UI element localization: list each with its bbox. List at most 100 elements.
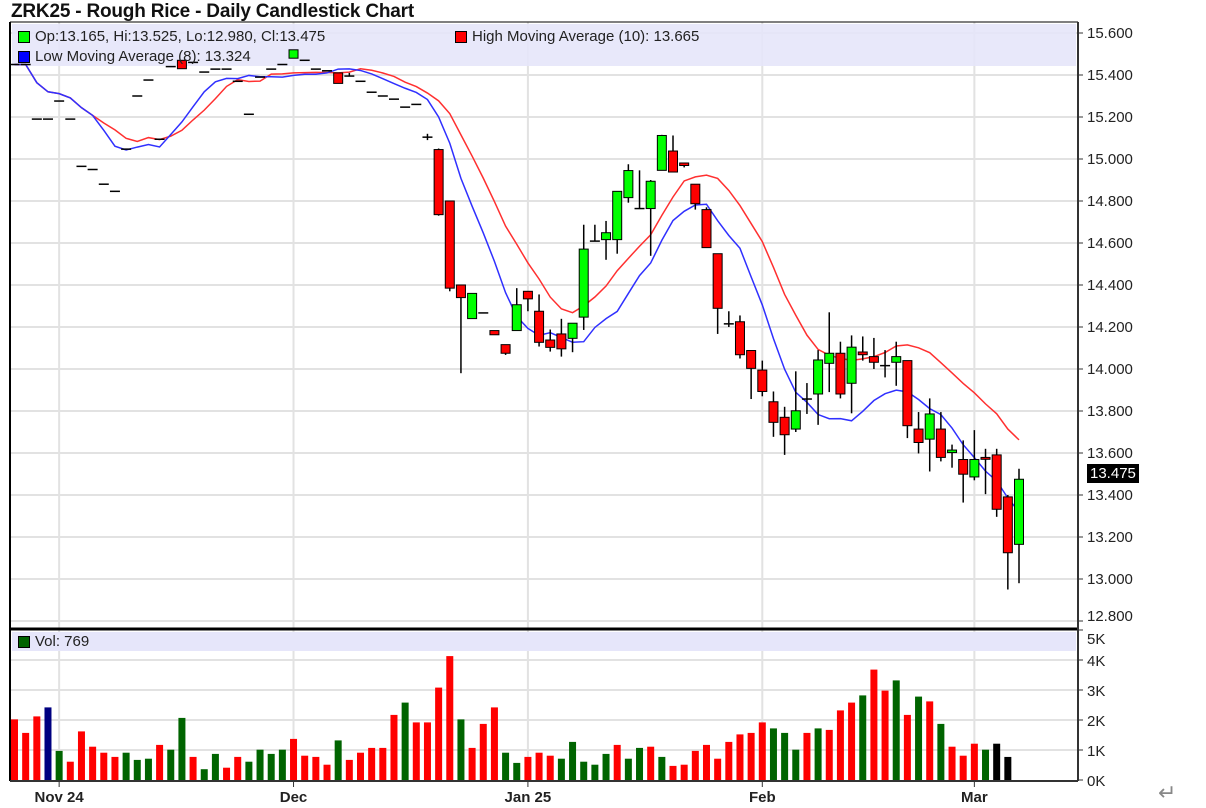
ohlc-legend: Op:13.165, Hi:13.525, Lo:12.980, Cl:13.4… [18,28,325,45]
price-tick-label: 13.200 [1087,529,1133,546]
volume-bar [502,752,510,780]
volume-tick-label: 1K [1087,743,1105,760]
x-tick-label: Mar [961,789,988,806]
price-tick-label: 14.600 [1087,235,1133,252]
volume-bar [44,707,52,780]
axes: 15.600 15.400 15.200 15.000 14.800 14.600 14.4… [35,25,1133,806]
volume-bar [211,753,219,780]
volume-bar [926,701,934,780]
up-candle-swatch-icon [18,30,30,43]
volume-bar [769,728,777,780]
volume-bar [55,750,63,780]
volume-bar [100,752,108,780]
price-tick-label: 14.400 [1087,277,1133,294]
candle-down [902,360,913,427]
candle-down [556,333,567,350]
volume-bar [234,756,242,780]
volume-bar [792,749,800,780]
low-ma-legend-text: Low Moving Average (8): 13.324 [35,48,251,65]
volume-bar [245,761,253,780]
volume-bar [200,769,208,780]
chart-frame [9,21,1079,782]
price-tick-label: 13.800 [1087,403,1133,420]
volume-bar [301,755,309,780]
volume-bar [848,702,856,780]
candle-down [958,459,969,475]
volume-bar [714,758,722,780]
candle-down [868,356,879,363]
high-ma-swatch-icon [455,30,467,43]
volume-bar [479,723,487,780]
volume-bar [569,741,577,780]
volume-bar [758,722,766,780]
candle-up [790,410,801,430]
volume-bar [312,756,320,780]
volume-bar [680,764,688,780]
last-price-label: 13.475 [1087,464,1139,483]
volume-tick-label: 0K [1087,773,1105,790]
volume-bar [691,750,699,780]
volume-bar [278,749,286,780]
volume-bar [122,752,130,780]
x-tick-label: Jan 25 [505,789,552,806]
volume-bar [948,746,956,780]
volume-bar [89,746,97,780]
volume-bar [490,707,498,780]
volume-bar [747,732,755,780]
volume-bar [736,734,744,780]
candle-down [433,149,444,216]
volume-bar [836,710,844,780]
volume-bar [825,729,833,780]
return-icon: ↵ [1158,780,1177,805]
volume-legend-text: Vol: 769 [35,633,90,650]
candle-down [991,454,1002,510]
volume-bar [144,758,152,780]
candle-up [511,304,522,332]
volume-bar [66,761,74,780]
candle-down [690,183,701,205]
volume-bar [959,755,967,780]
candle-down [176,59,187,70]
volume-bar [345,759,353,780]
price-tick-label: 14.800 [1087,193,1133,210]
candle-up [813,359,824,395]
volume-bar [513,762,521,780]
candle-down [935,428,946,458]
candle-up [891,356,902,363]
price-tick-label: 12.800 [1087,608,1133,625]
candle-up [467,292,478,320]
candle-down [768,401,779,423]
volume-bar [435,687,443,780]
volume-bar [379,747,387,780]
volume-bar [580,761,588,780]
volume-bar [725,741,733,780]
candles [9,49,1024,590]
high-ma-legend: High Moving Average (10): 13.665 [455,28,699,45]
volume-bar [423,722,431,780]
candle-up [288,49,299,59]
volume-bar [178,717,186,780]
candle-up [578,248,589,318]
volume-bar [970,743,978,780]
candle-down [913,428,924,443]
volume-bar [859,695,867,780]
candle-up [969,459,980,478]
candle-down [545,339,556,348]
volume-bar [290,738,298,780]
candle-down [1002,496,1013,554]
volume-bar [446,656,454,780]
candle-up [846,346,857,384]
volume-bar [167,749,175,780]
ohlc-legend-text: Op:13.165, Hi:13.525, Lo:12.980, Cl:13.4… [35,28,326,45]
volume-bar [915,696,923,780]
volume-bar [647,746,655,780]
volume-tick-label: 2K [1087,713,1105,730]
volume-bar [468,747,476,780]
candle-down [489,330,500,336]
volume-bar [803,732,811,780]
volume-bar [77,731,85,780]
candle-up [656,134,667,171]
candle-down [522,290,533,300]
volume-bar [814,728,822,780]
